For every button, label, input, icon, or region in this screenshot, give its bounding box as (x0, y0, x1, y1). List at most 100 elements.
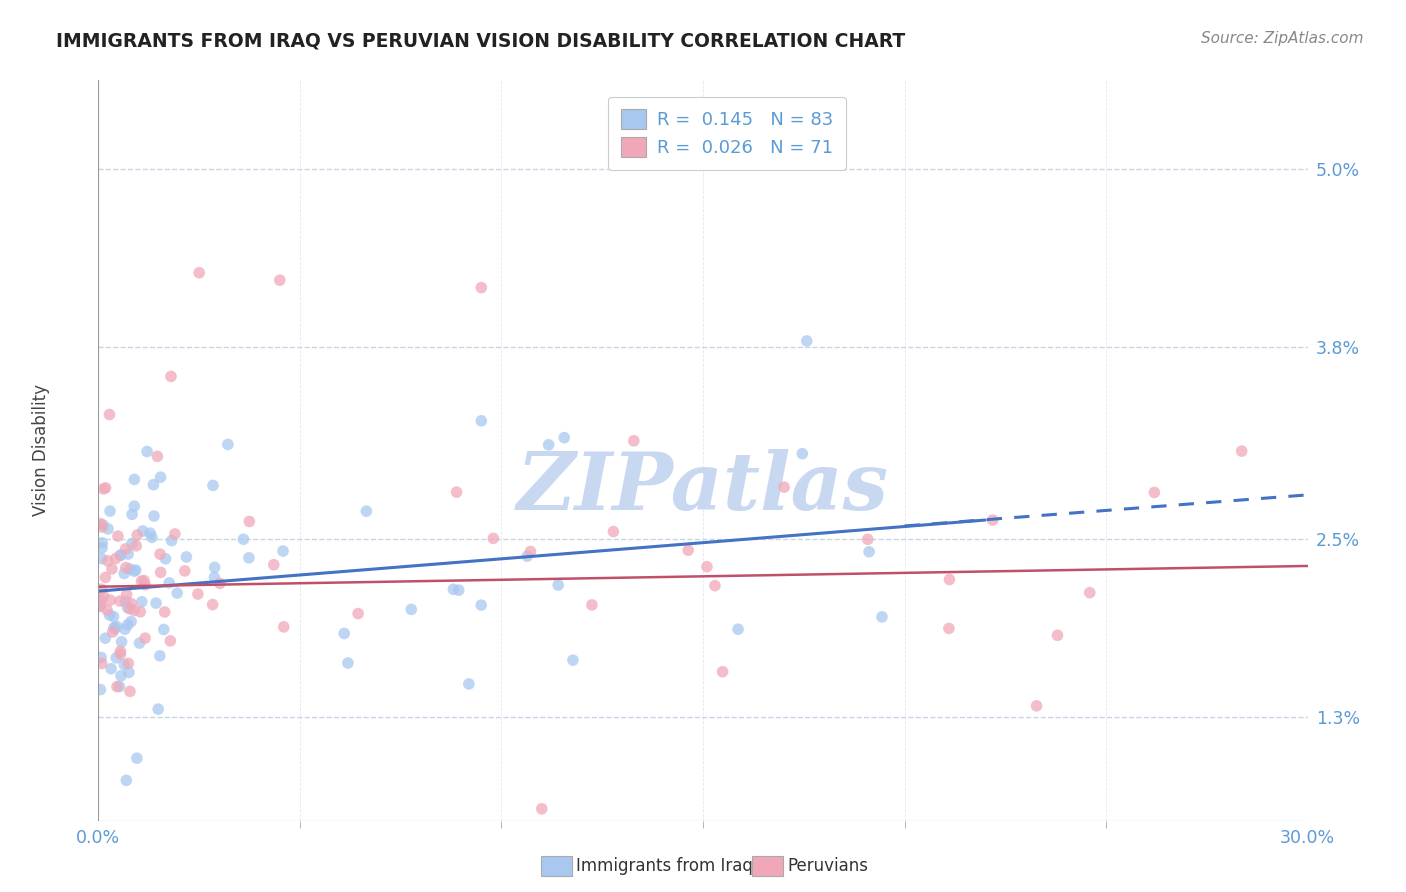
Text: IMMIGRANTS FROM IRAQ VS PERUVIAN VISION DISABILITY CORRELATION CHART: IMMIGRANTS FROM IRAQ VS PERUVIAN VISION … (56, 31, 905, 50)
Point (153, 605, 176, 619)
Point (141, 530, 163, 544)
Point (105, 619, 128, 633)
Point (118, 665, 141, 680)
Point (91, 535, 114, 549)
Point (132, 574, 155, 588)
Point (1078, 585, 1101, 599)
Point (90, 582, 112, 597)
Point (561, 653, 583, 667)
Point (110, 669, 132, 683)
Point (870, 610, 893, 624)
Point (269, 273, 291, 287)
Point (173, 564, 195, 578)
Point (114, 622, 136, 636)
Point (149, 648, 172, 663)
Point (132, 524, 155, 538)
Point (401, 602, 423, 616)
Point (94, 570, 117, 584)
Point (101, 562, 124, 576)
Point (97, 554, 120, 568)
Point (145, 596, 167, 610)
Point (711, 665, 734, 679)
Point (1230, 444, 1253, 458)
Point (127, 528, 149, 542)
Point (103, 621, 125, 635)
Text: Immigrants from Iraq: Immigrants from Iraq (576, 857, 754, 875)
Point (146, 450, 169, 464)
Point (238, 550, 260, 565)
Point (131, 595, 153, 609)
Point (727, 622, 749, 636)
Point (519, 544, 541, 558)
Point (124, 472, 146, 486)
Point (122, 564, 145, 578)
Point (104, 622, 127, 636)
Point (117, 657, 139, 671)
Point (96, 603, 118, 617)
Point (271, 544, 294, 558)
Point (110, 647, 132, 661)
Point (125, 563, 148, 577)
Point (530, 802, 553, 816)
Point (553, 431, 575, 445)
Point (696, 559, 718, 574)
Point (131, 574, 153, 588)
Point (118, 684, 141, 698)
Point (122, 499, 145, 513)
Point (537, 438, 560, 452)
Point (115, 587, 138, 601)
Point (129, 605, 152, 619)
Point (105, 680, 128, 694)
Point (115, 773, 138, 788)
Point (581, 598, 603, 612)
Point (100, 662, 122, 676)
Point (516, 549, 538, 564)
Point (938, 622, 960, 636)
Point (104, 551, 127, 566)
Point (856, 533, 879, 547)
Point (93, 482, 115, 496)
Point (136, 444, 159, 458)
Point (118, 601, 141, 615)
Point (981, 513, 1004, 527)
Point (98, 408, 121, 422)
Point (159, 633, 181, 648)
Point (623, 434, 645, 448)
Point (160, 369, 183, 384)
Point (796, 334, 818, 348)
Point (117, 618, 139, 632)
Point (94, 631, 117, 645)
Point (217, 437, 239, 451)
Point (201, 478, 224, 492)
Point (201, 598, 224, 612)
Point (120, 597, 142, 611)
Point (89, 599, 111, 614)
Point (89, 599, 111, 613)
Point (149, 470, 172, 484)
Point (152, 623, 174, 637)
Point (602, 524, 624, 539)
Point (1143, 485, 1166, 500)
Text: Source: ZipAtlas.com: Source: ZipAtlas.com (1201, 31, 1364, 46)
Point (333, 626, 356, 640)
Point (143, 509, 166, 524)
Point (105, 651, 128, 665)
Point (163, 527, 186, 541)
Point (125, 539, 148, 553)
Point (166, 586, 188, 600)
Point (112, 657, 135, 672)
Point (336, 656, 359, 670)
Point (91, 541, 114, 555)
Point (90, 551, 112, 566)
Point (441, 582, 464, 597)
Point (938, 573, 960, 587)
Point (108, 680, 131, 694)
Point (93, 589, 115, 603)
Text: Peruvians: Peruvians (787, 857, 869, 875)
Point (347, 607, 370, 621)
Point (547, 578, 569, 592)
Point (121, 508, 143, 522)
Legend: R =  0.145   N = 83, R =  0.026   N = 71: R = 0.145 N = 83, R = 0.026 N = 71 (609, 96, 846, 169)
Point (704, 579, 727, 593)
Point (110, 644, 132, 658)
